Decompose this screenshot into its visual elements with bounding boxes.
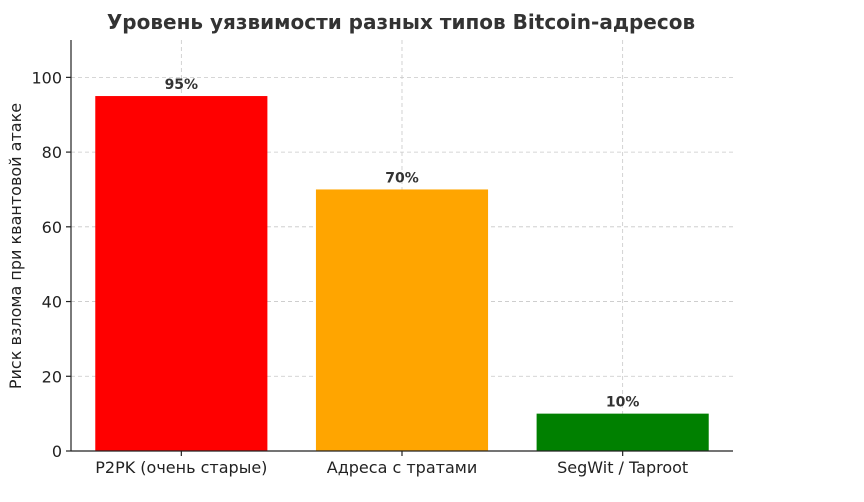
y-tick-label: 60 — [42, 218, 62, 237]
data-label: 95% — [165, 77, 199, 93]
bar — [95, 96, 268, 451]
x-tick-label: SegWit / Taproot — [557, 458, 688, 477]
data-label: 70% — [385, 170, 419, 186]
y-tick-label: 40 — [42, 293, 62, 312]
y-tick-label: 80 — [42, 143, 62, 162]
bar — [536, 413, 709, 451]
bars — [95, 96, 709, 452]
y-tick-label: 100 — [31, 68, 62, 87]
x-tick-label: P2PK (очень старые) — [95, 458, 267, 477]
y-axis-label: Риск взлома при квантовой атаке — [6, 103, 25, 389]
y-tick-label: 20 — [42, 367, 62, 386]
data-label: 10% — [606, 395, 640, 411]
x-ticks: P2PK (очень старые) Адреса с тратами SegWi… — [95, 451, 688, 477]
y-ticks: 0 20 40 60 80 100 — [31, 68, 71, 461]
chart-title: Уровень уязвимости разных типов Bitcoin-… — [107, 10, 695, 34]
data-labels: 95% 70% 10% — [165, 77, 640, 411]
bar — [315, 189, 489, 452]
y-tick-label: 0 — [52, 442, 62, 461]
x-tick-label: Адреса с тратами — [327, 458, 477, 477]
